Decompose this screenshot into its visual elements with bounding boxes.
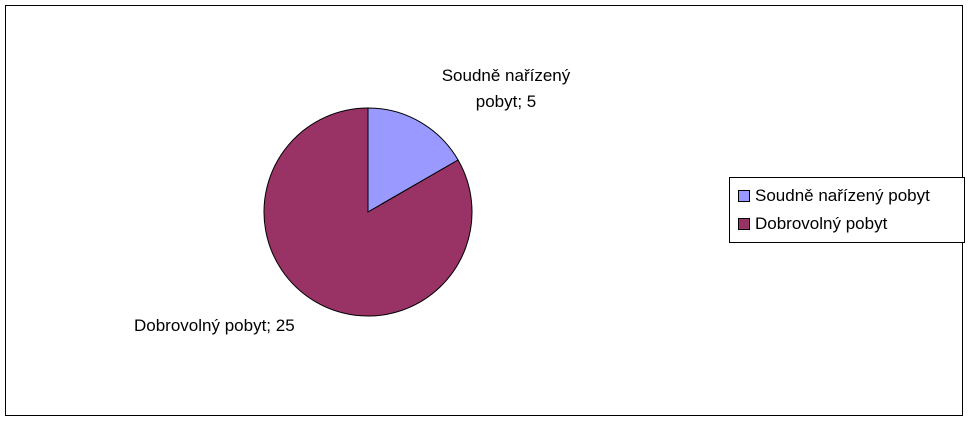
legend-swatch-voluntary — [738, 218, 750, 230]
legend-item-court-ordered: Soudně nařízený pobyt — [738, 184, 964, 208]
pie-slice-voluntary — [263, 107, 473, 317]
data-label-voluntary: Dobrovolný pobyt; 25 — [134, 313, 295, 339]
data-label-court-ordered: Soudně nařízený pobyt; 5 — [418, 63, 594, 115]
legend-swatch-court-ordered — [738, 190, 750, 202]
pie-slice-court-ordered — [367, 107, 459, 213]
data-label-voluntary-text: Dobrovolný pobyt; 25 — [134, 316, 295, 335]
legend-label-court-ordered: Soudně nařízený pobyt — [755, 186, 930, 205]
legend-item-voluntary: Dobrovolný pobyt — [738, 212, 964, 236]
data-label-court-ordered-line1: Soudně nařízený — [441, 66, 571, 85]
legend: Soudně nařízený pobyt Dobrovolný pobyt — [729, 177, 965, 243]
legend-label-voluntary: Dobrovolný pobyt — [755, 214, 888, 233]
data-label-court-ordered-line2: pobyt; 5 — [475, 92, 537, 111]
